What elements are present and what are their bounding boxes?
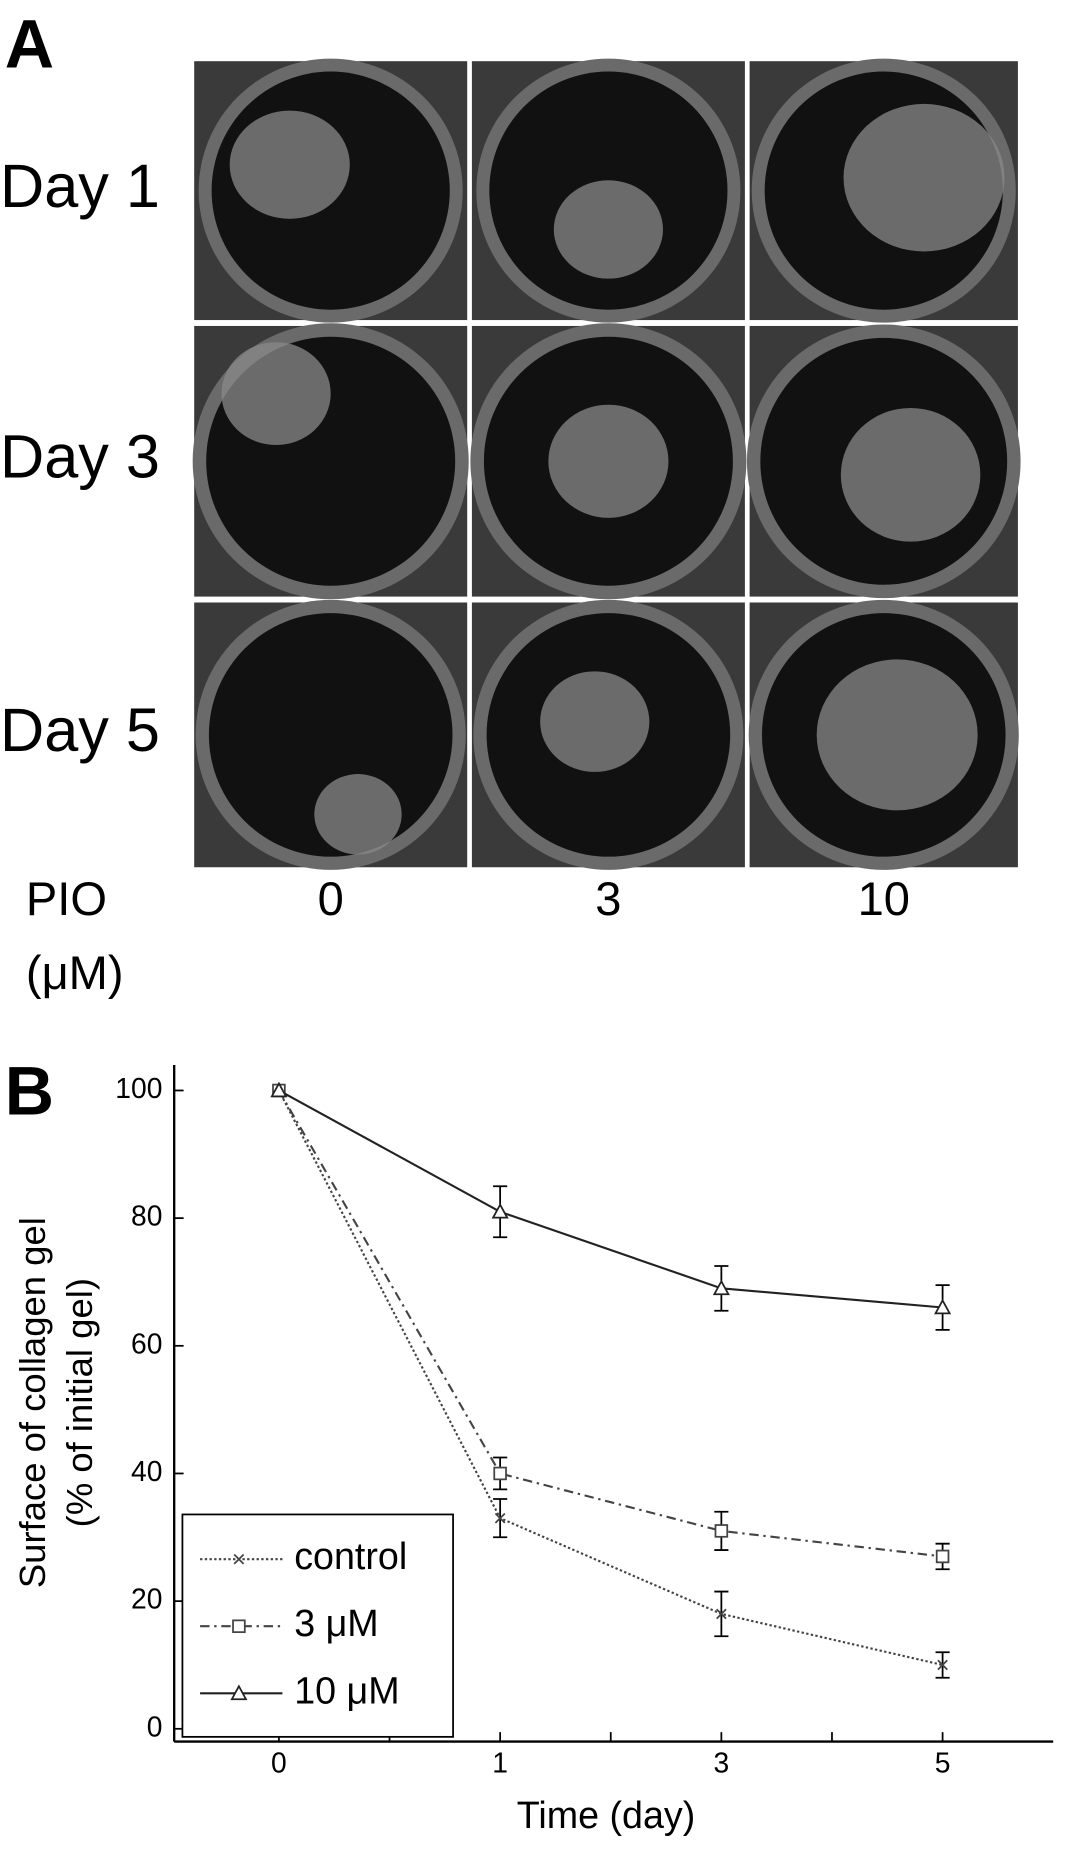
gel	[314, 774, 402, 855]
series-line	[277, 1089, 943, 1667]
column-label: 3	[595, 872, 621, 925]
legend-marker	[232, 1619, 246, 1634]
legend-marker	[230, 1684, 248, 1701]
gel	[548, 404, 669, 518]
y-tick-label: 80	[131, 1200, 162, 1232]
data-point	[494, 1512, 506, 1524]
legend-label: 10 μM	[294, 1669, 399, 1711]
data-point	[491, 1202, 509, 1219]
x-tick-label: 0	[271, 1747, 287, 1779]
y-tick-label: 100	[115, 1072, 162, 1104]
panel-label: A	[5, 6, 54, 82]
panel-label: B	[5, 1054, 54, 1130]
y-axis-title: Surface of collagen gel	[12, 1217, 53, 1588]
y-tick-label: 40	[131, 1455, 162, 1487]
y-tick-label: 0	[147, 1710, 163, 1742]
data-point	[493, 1466, 507, 1481]
x-tick-label: 5	[935, 1747, 951, 1779]
x-title: PIO	[26, 872, 107, 925]
y-tick-label: 60	[131, 1327, 162, 1359]
data-point	[270, 1081, 288, 1098]
gel	[843, 103, 1005, 252]
gel	[229, 110, 350, 219]
gel	[816, 659, 978, 811]
data-point	[935, 1549, 950, 1564]
data-point	[712, 1279, 730, 1296]
x-tick-label: 3	[714, 1747, 730, 1779]
legend-label: 3 μM	[294, 1602, 378, 1644]
legend-label: control	[294, 1535, 407, 1577]
gel	[840, 407, 981, 542]
column-label: 10	[858, 872, 910, 925]
data-point	[937, 1659, 948, 1671]
row-label: Day 3	[0, 422, 160, 490]
column-label: 0	[318, 872, 344, 925]
photo-grid	[192, 58, 1021, 870]
gel	[553, 180, 663, 279]
data-point	[934, 1298, 952, 1315]
data-point	[716, 1608, 727, 1620]
data-point	[714, 1524, 729, 1538]
x-title: (μM)	[26, 946, 124, 999]
series-line	[277, 1089, 943, 1558]
y-axis-title: (% of initial gel)	[59, 1278, 100, 1527]
gel	[221, 342, 331, 446]
legend-marker	[233, 1553, 245, 1565]
gel	[540, 671, 650, 772]
x-tick-label: 1	[492, 1747, 508, 1779]
series-line	[278, 1089, 943, 1309]
row-label: Day 5	[0, 696, 160, 764]
y-tick-label: 20	[131, 1583, 162, 1615]
row-label: Day 1	[0, 152, 160, 220]
x-axis-title: Time (day)	[517, 1794, 695, 1836]
